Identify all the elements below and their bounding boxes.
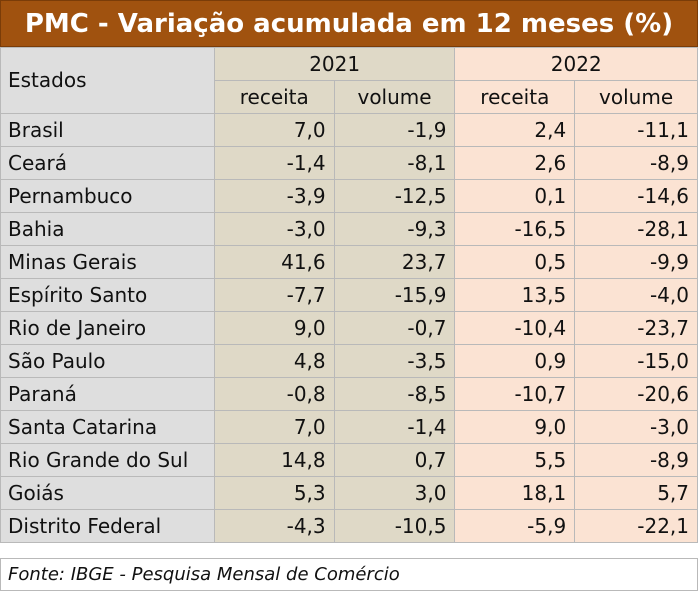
volume-2022-cell: -23,7 [574,311,698,345]
state-name-cell: Santa Catarina [0,410,215,444]
volume-2021-cell: -8,1 [333,146,456,180]
table-row: Bahia -3,0 -9,3 -16,5 -28,1 [0,212,698,246]
table-row: Minas Gerais 41,6 23,7 0,5 -9,9 [0,245,698,279]
receita-2022-cell: 9,0 [454,410,576,444]
volume-2021-cell: 23,7 [333,245,456,279]
volume-2021-cell: -1,4 [333,410,456,444]
state-name-cell: Paraná [0,377,215,411]
table-row: Ceará -1,4 -8,1 2,6 -8,9 [0,146,698,180]
state-name-cell: Pernambuco [0,179,215,213]
volume-2021-cell: -0,7 [333,311,456,345]
receita-2021-cell: 4,8 [213,344,335,378]
receita-2022-cell: -5,9 [454,509,576,543]
table-row: Rio Grande do Sul 14,8 0,7 5,5 -8,9 [0,443,698,477]
receita-2021-cell: 7,0 [213,410,335,444]
table-row: Rio de Janeiro 9,0 -0,7 -10,4 -23,7 [0,311,698,345]
state-name-cell: Ceará [0,146,215,180]
volume-2021-cell: -1,9 [333,113,456,147]
table-row: Espírito Santo -7,7 -15,9 13,5 -4,0 [0,278,698,312]
header-volume-2021: volume [333,80,456,114]
receita-2022-cell: 2,6 [454,146,576,180]
state-name-cell: Distrito Federal [0,509,215,543]
volume-2021-cell: 0,7 [333,443,456,477]
receita-2022-cell: 0,9 [454,344,576,378]
receita-2022-cell: 2,4 [454,113,576,147]
receita-2022-cell: 0,1 [454,179,576,213]
volume-2021-cell: -10,5 [333,509,456,543]
receita-2022-cell: 0,5 [454,245,576,279]
state-name-cell: Bahia [0,212,215,246]
receita-2021-cell: -1,4 [213,146,335,180]
table-row: Paraná -0,8 -8,5 -10,7 -20,6 [0,377,698,411]
source-note: Fonte: IBGE - Pesquisa Mensal de Comérci… [0,558,698,591]
receita-2022-cell: -10,4 [454,311,576,345]
volume-2022-cell: -28,1 [574,212,698,246]
receita-2021-cell: 7,0 [213,113,335,147]
state-name-cell: Espírito Santo [0,278,215,312]
table-row: São Paulo 4,8 -3,5 0,9 -15,0 [0,344,698,378]
volume-2021-cell: 3,0 [333,476,456,510]
state-name-cell: Rio de Janeiro [0,311,215,345]
state-name-cell: Minas Gerais [0,245,215,279]
volume-2022-cell: -8,9 [574,146,698,180]
receita-2021-cell: -7,7 [213,278,335,312]
volume-2021-cell: -3,5 [333,344,456,378]
header-estados: Estados [0,47,215,114]
volume-2021-cell: -15,9 [333,278,456,312]
receita-2021-cell: 14,8 [213,443,335,477]
header-receita-2021: receita [213,80,335,114]
volume-2022-cell: -20,6 [574,377,698,411]
volume-2022-cell: -22,1 [574,509,698,543]
header-row-years: Estados 2021 2022 [0,47,698,114]
volume-2022-cell: -15,0 [574,344,698,378]
volume-2021-cell: -9,3 [333,212,456,246]
volume-2021-cell: -12,5 [333,179,456,213]
table-row: Goiás 5,3 3,0 18,1 5,7 [0,476,698,510]
receita-2021-cell: 9,0 [213,311,335,345]
header-volume-2022: volume [574,80,698,114]
receita-2021-cell: -0,8 [213,377,335,411]
receita-2022-cell: 13,5 [454,278,576,312]
header-receita-2022: receita [454,80,576,114]
header-year-2022: 2022 [454,47,698,81]
volume-2022-cell: -3,0 [574,410,698,444]
receita-2022-cell: -10,7 [454,377,576,411]
receita-2022-cell: 5,5 [454,443,576,477]
receita-2021-cell: -3,0 [213,212,335,246]
table-row: Santa Catarina 7,0 -1,4 9,0 -3,0 [0,410,698,444]
state-name-cell: São Paulo [0,344,215,378]
receita-2022-cell: -16,5 [454,212,576,246]
header-row-measures: receita volume receita volume [1,80,698,114]
table-row: Distrito Federal -4,3 -10,5 -5,9 -22,1 [0,509,698,543]
volume-2022-cell: -4,0 [574,278,698,312]
data-table: Estados 2021 2022 receita volume receita… [0,47,698,543]
volume-2021-cell: -8,5 [333,377,456,411]
volume-2022-cell: 5,7 [574,476,698,510]
receita-2022-cell: 18,1 [454,476,576,510]
table-row: Brasil 7,0 -1,9 2,4 -11,1 [0,113,698,147]
state-name-cell: Goiás [0,476,215,510]
receita-2021-cell: 41,6 [213,245,335,279]
volume-2022-cell: -14,6 [574,179,698,213]
volume-2022-cell: -9,9 [574,245,698,279]
header-year-2021: 2021 [213,47,456,81]
state-name-cell: Brasil [0,113,215,147]
volume-2022-cell: -8,9 [574,443,698,477]
table-title: PMC - Variação acumulada em 12 meses (%) [0,0,698,47]
state-name-cell: Rio Grande do Sul [0,443,215,477]
table-row: Pernambuco -3,9 -12,5 0,1 -14,6 [0,179,698,213]
receita-2021-cell: -4,3 [213,509,335,543]
receita-2021-cell: -3,9 [213,179,335,213]
receita-2021-cell: 5,3 [213,476,335,510]
volume-2022-cell: -11,1 [574,113,698,147]
